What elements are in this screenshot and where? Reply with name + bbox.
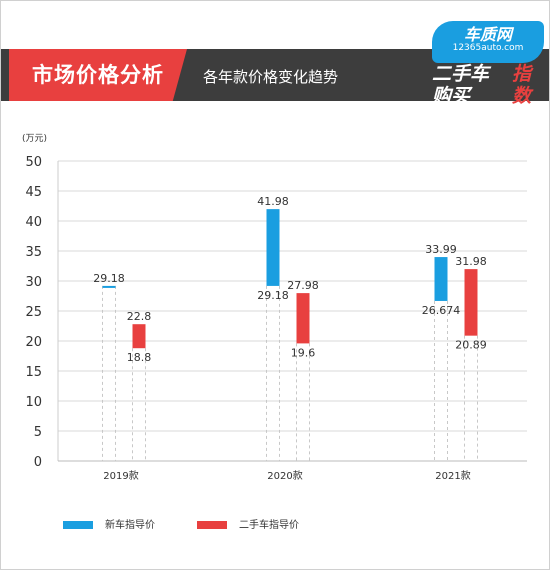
y-tick-label: 5: [34, 425, 42, 440]
y-tick-label: 30: [25, 275, 42, 290]
price-range-chart: (万元) 0 5 10 15 20 25 30 35 40 45 50 2019款 2020款 2021款 2…: [22, 134, 527, 482]
y-tick-label: 25: [25, 305, 42, 320]
x-tick-label-2: 2020款: [267, 469, 302, 482]
legend-used-car-swatch: [197, 521, 227, 529]
logo-line1: 二手车: [432, 63, 490, 85]
x-tick-label-3: 2021款: [435, 469, 470, 482]
logo-red2: 数: [512, 85, 532, 107]
y-tick-label: 50: [25, 155, 42, 170]
new-car-high-label-1: 29.18: [93, 272, 125, 285]
y-tick-label: 35: [25, 245, 42, 260]
used-car-low-label-1: 18.8: [127, 351, 152, 364]
legend-new-car: 新车指导价: [63, 519, 155, 533]
used-car-high-label-3: 31.98: [455, 255, 487, 268]
y-tick-label: 0: [34, 455, 42, 470]
used-car-high-label-1: 22.8: [127, 310, 152, 323]
used-car-low-label-2: 19.6: [291, 346, 316, 359]
page-title: 市场价格分析: [9, 49, 187, 101]
new-car-bar-1: [102, 285, 116, 288]
y-tick-label: 10: [25, 395, 42, 410]
logo-line2: 购买: [432, 85, 471, 107]
legend-new-car-swatch: [63, 521, 93, 529]
used-car-bar-3: [464, 269, 478, 336]
logo-badge: [432, 21, 544, 63]
new-car-high-label-3: 33.99: [425, 243, 457, 256]
y-tick-label: 20: [25, 335, 42, 350]
logo-red1: 指: [512, 63, 532, 85]
legend-used-car-label: 二手车指导价: [239, 520, 299, 531]
page-subtitle: 各年款价格变化趋势: [203, 68, 339, 86]
y-tick-label: 15: [25, 365, 42, 380]
new-car-low-label-3: 26.674: [422, 304, 461, 317]
y-axis-unit-label: (万元): [22, 134, 47, 144]
logo-brand-text: 车质网: [463, 25, 512, 44]
used-car-low-label-3: 20.89: [455, 339, 487, 352]
x-tick-label-1: 2019款: [103, 469, 138, 482]
new-car-high-label-2: 41.98: [257, 195, 289, 208]
brand-logo: 车质网 12365auto.com 二手车 购买 指 数: [426, 7, 546, 111]
new-car-bar-2: [266, 209, 280, 286]
legend-new-car-label: 新车指导价: [105, 520, 155, 531]
new-car-bar-3: [434, 257, 448, 301]
used-car-high-label-2: 27.98: [287, 279, 319, 292]
logo-url-text: 12365auto.com: [452, 43, 524, 53]
used-car-bar-2: [296, 293, 310, 344]
y-tick-label: 45: [25, 185, 42, 200]
used-car-bar-1: [132, 324, 146, 349]
y-tick-label: 40: [25, 215, 42, 230]
new-car-low-label-2: 29.18: [257, 289, 289, 302]
legend-used-car: 二手车指导价: [197, 519, 299, 533]
